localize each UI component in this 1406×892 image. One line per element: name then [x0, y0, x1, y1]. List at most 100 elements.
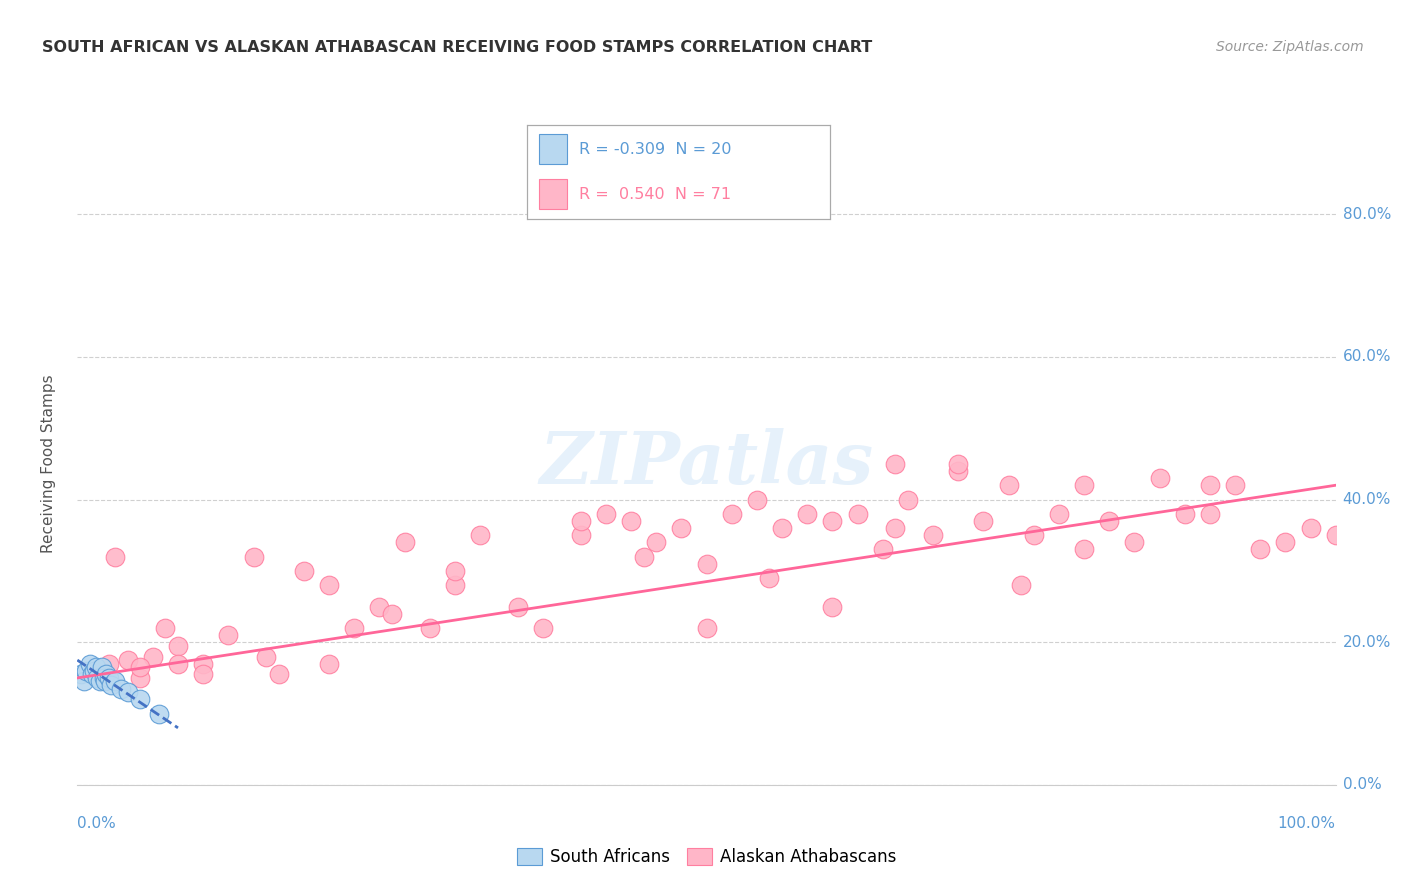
Point	[368, 599, 391, 614]
Point	[758, 571, 780, 585]
Point	[117, 653, 139, 667]
Point	[254, 649, 277, 664]
Point	[318, 578, 340, 592]
Point	[796, 507, 818, 521]
Point	[104, 549, 127, 564]
Point	[821, 514, 844, 528]
Point	[96, 667, 118, 681]
Point	[846, 507, 869, 521]
Point	[129, 692, 152, 706]
Text: 100.0%: 100.0%	[1278, 816, 1336, 831]
Point	[1299, 521, 1322, 535]
Point	[292, 564, 315, 578]
Point	[972, 514, 994, 528]
Point	[444, 578, 467, 592]
Point	[645, 535, 668, 549]
Point	[595, 507, 617, 521]
Point	[129, 671, 152, 685]
Point	[506, 599, 529, 614]
Point	[1073, 478, 1095, 492]
Point	[117, 685, 139, 699]
Point	[381, 607, 404, 621]
Point	[1274, 535, 1296, 549]
Point	[1123, 535, 1146, 549]
Text: SOUTH AFRICAN VS ALASKAN ATHABASCAN RECEIVING FOOD STAMPS CORRELATION CHART: SOUTH AFRICAN VS ALASKAN ATHABASCAN RECE…	[42, 40, 873, 55]
Point	[770, 521, 793, 535]
Point	[70, 667, 93, 681]
Point	[671, 521, 693, 535]
Text: ZIPatlas: ZIPatlas	[540, 428, 873, 500]
Point	[94, 674, 117, 689]
Text: Source: ZipAtlas.com: Source: ZipAtlas.com	[1216, 40, 1364, 54]
Point	[148, 706, 170, 721]
Point	[75, 664, 97, 678]
Point	[696, 557, 718, 571]
Point	[720, 507, 742, 521]
Point	[97, 671, 120, 685]
Point	[1022, 528, 1045, 542]
Point	[1098, 514, 1121, 528]
Text: R = -0.309  N = 20: R = -0.309 N = 20	[579, 142, 731, 157]
Point	[1324, 528, 1347, 542]
Point	[633, 549, 655, 564]
Point	[104, 674, 127, 689]
Text: 60.0%: 60.0%	[1343, 350, 1391, 364]
Point	[922, 528, 945, 542]
Bar	[540, 179, 567, 210]
Bar	[540, 134, 567, 164]
Point	[142, 649, 165, 664]
Point	[1198, 507, 1220, 521]
Point	[884, 521, 907, 535]
Point	[620, 514, 643, 528]
Text: 40.0%: 40.0%	[1343, 492, 1391, 507]
Point	[217, 628, 239, 642]
Point	[242, 549, 264, 564]
Point	[948, 464, 970, 478]
Point	[1149, 471, 1171, 485]
Point	[91, 660, 114, 674]
Point	[100, 678, 122, 692]
Point	[318, 657, 340, 671]
Point	[897, 492, 920, 507]
Text: 20.0%: 20.0%	[1343, 635, 1391, 649]
Point	[1198, 478, 1220, 492]
Y-axis label: Receiving Food Stamps: Receiving Food Stamps	[42, 375, 56, 553]
Point	[1010, 578, 1032, 592]
Point	[569, 514, 592, 528]
Text: R =  0.540  N = 71: R = 0.540 N = 71	[579, 186, 731, 202]
Point	[129, 660, 152, 674]
Point	[569, 528, 592, 542]
Point	[531, 621, 554, 635]
Point	[79, 657, 101, 671]
Point	[997, 478, 1019, 492]
Point	[155, 621, 177, 635]
Point	[89, 674, 111, 689]
Point	[1047, 507, 1070, 521]
Text: 0.0%: 0.0%	[77, 816, 117, 831]
Point	[86, 671, 108, 685]
Point	[884, 457, 907, 471]
Point	[84, 660, 107, 674]
Point	[745, 492, 768, 507]
Point	[93, 671, 115, 685]
Point	[1249, 542, 1271, 557]
Legend: South Africans, Alaskan Athabascans: South Africans, Alaskan Athabascans	[510, 841, 903, 873]
Point	[343, 621, 366, 635]
Point	[1073, 542, 1095, 557]
Point	[267, 667, 290, 681]
Point	[444, 564, 467, 578]
Point	[872, 542, 894, 557]
Point	[83, 664, 105, 678]
Point	[1174, 507, 1197, 521]
Point	[1223, 478, 1246, 492]
Point	[110, 681, 132, 696]
Text: 80.0%: 80.0%	[1343, 207, 1391, 221]
Point	[72, 674, 94, 689]
Point	[191, 657, 215, 671]
Text: 0.0%: 0.0%	[1343, 778, 1382, 792]
Point	[948, 457, 970, 471]
Point	[82, 667, 104, 681]
Point	[97, 657, 120, 671]
Point	[696, 621, 718, 635]
Point	[84, 667, 107, 681]
